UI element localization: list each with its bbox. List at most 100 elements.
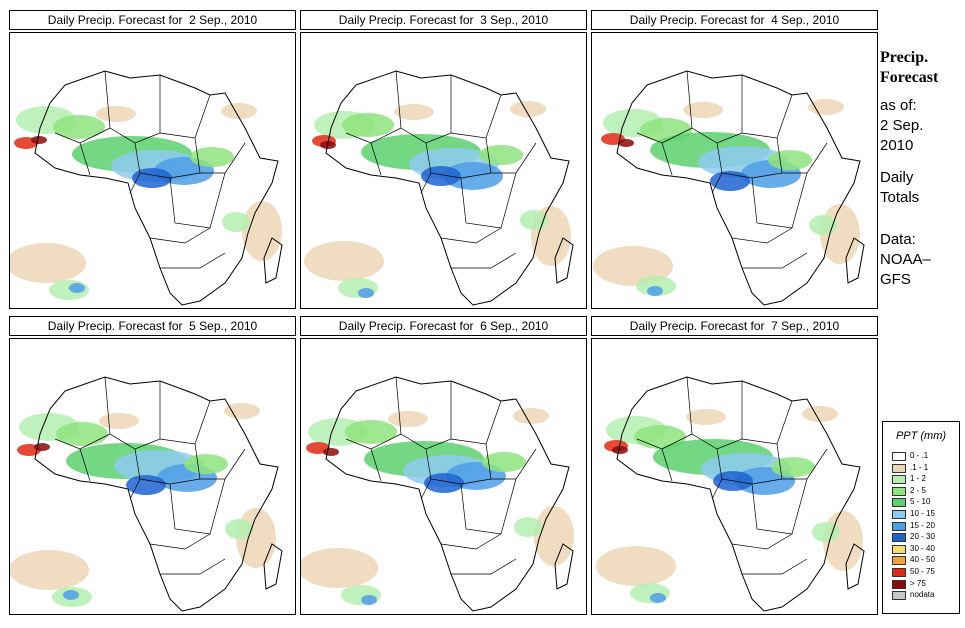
- asof-year: 2010: [880, 137, 914, 154]
- precip-area: [358, 288, 374, 298]
- legend-label: 50 - 75: [910, 567, 935, 576]
- country-border: [751, 478, 808, 535]
- madagascar-outline: [554, 543, 574, 590]
- country-border: [440, 533, 502, 550]
- precip-area: [56, 422, 108, 446]
- country-border: [370, 142, 382, 176]
- country-border: [420, 478, 432, 500]
- country-border: [731, 533, 793, 550]
- legend-swatch: [892, 452, 906, 461]
- precip-area: [301, 548, 378, 588]
- country-border: [460, 478, 517, 535]
- precip-area: [394, 104, 434, 120]
- legend-swatch: [892, 463, 906, 473]
- country-border: [661, 142, 673, 176]
- legend-item: 1 - 2: [892, 474, 958, 485]
- forecast-panel-sep-7: Daily Precip. Forecast for 7 Sep., 2010: [591, 316, 878, 615]
- legend-label: nodata: [910, 590, 935, 600]
- forecast-panel-sep-5: Daily Precip. Forecast for 5 Sep., 2010: [9, 316, 296, 615]
- asof-block: as of: 2 Sep. 2010: [880, 96, 923, 156]
- legend-label: 5 - 10: [910, 497, 931, 507]
- legend-swatch: [892, 579, 906, 589]
- data-source-block: Data: NOAA– GFS: [880, 230, 931, 290]
- precip-area: [224, 403, 260, 419]
- precip-area: [802, 406, 838, 422]
- legend-swatch: [892, 486, 906, 496]
- country-border: [711, 172, 723, 194]
- precip-area: [647, 286, 663, 296]
- panel-title: Daily Precip. Forecast for 5 Sep., 2010: [9, 316, 296, 336]
- precip-area: [99, 413, 139, 429]
- country-border: [742, 558, 808, 575]
- precip-area: [612, 446, 628, 454]
- precip-area: [686, 409, 726, 425]
- panel-title: Daily Precip. Forecast for 2 Sep., 2010: [9, 10, 296, 30]
- precip-area: [342, 113, 394, 137]
- precip-area: [221, 103, 257, 119]
- country-border: [425, 448, 492, 485]
- country-border: [129, 478, 141, 500]
- africa-precip-map: [591, 338, 878, 615]
- precip-area: [812, 522, 840, 542]
- madagascar-outline: [554, 237, 574, 284]
- country-border: [149, 533, 211, 550]
- country-border: [451, 252, 517, 269]
- country-border: [370, 448, 382, 482]
- legend-label: > 75: [910, 578, 926, 588]
- panel-title: Daily Precip. Forecast for 6 Sep., 2010: [300, 316, 587, 336]
- precip-area: [96, 106, 136, 122]
- precip-area: [618, 139, 634, 147]
- africa-coastline: [34, 376, 279, 612]
- country-border: [485, 137, 537, 174]
- forecast-panel-sep-3: Daily Precip. Forecast for 3 Sep., 2010: [300, 10, 587, 309]
- precip-area: [771, 457, 815, 477]
- legend-label: 0 - .1: [910, 451, 929, 460]
- country-border: [751, 172, 808, 229]
- precip-area: [683, 102, 723, 118]
- legend-swatch: [892, 510, 906, 519]
- precip-area: [520, 210, 548, 230]
- totals-line: Totals: [880, 189, 920, 206]
- legend-label: 10 - 15: [910, 509, 935, 518]
- precip-area: [10, 550, 89, 590]
- legend-item: 20 - 30: [892, 532, 958, 543]
- sidebar-title: Precip. Forecast: [880, 48, 938, 88]
- precip-area: [482, 452, 526, 472]
- legend-swatch: [892, 544, 906, 554]
- asof-label: as of:: [880, 97, 917, 114]
- country-border: [169, 478, 226, 535]
- country-border: [194, 443, 246, 480]
- legend-item: 2 - 5: [892, 486, 958, 497]
- country-border: [460, 172, 517, 229]
- precip-area: [808, 99, 844, 115]
- legend-label: 20 - 30: [910, 532, 935, 542]
- precip-area: [479, 145, 523, 165]
- africa-coastline: [325, 376, 570, 612]
- precip-area: [222, 212, 250, 232]
- country-border: [149, 227, 211, 244]
- forecast-panel-sep-4: Daily Precip. Forecast for 4 Sep., 2010: [591, 10, 878, 309]
- precip-area: [10, 243, 86, 283]
- madagascar-outline: [263, 237, 283, 284]
- precip-area: [513, 408, 549, 424]
- precip-area: [534, 506, 574, 566]
- legend-item: 10 - 15: [892, 509, 958, 520]
- precip-area: [636, 276, 676, 296]
- precip-area: [361, 595, 377, 605]
- precip-area: [809, 215, 837, 235]
- asof-date: 2 Sep.: [880, 117, 924, 134]
- precip-area: [69, 283, 85, 293]
- precip-area: [63, 590, 79, 600]
- forecast-panel-sep-6: Daily Precip. Forecast for 6 Sep., 2010: [300, 316, 587, 615]
- precip-area: [514, 517, 542, 537]
- madagascar-outline: [845, 543, 865, 590]
- precip-area: [650, 593, 666, 603]
- africa-precip-map: [300, 32, 587, 309]
- sidebar-title-line: Precip.: [880, 49, 929, 66]
- precip-area: [421, 166, 461, 186]
- madagascar-outline: [845, 237, 865, 284]
- legend-label: .1 - 1: [910, 462, 929, 472]
- africa-coastline: [616, 376, 861, 612]
- legend-item: 40 - 50: [892, 555, 958, 566]
